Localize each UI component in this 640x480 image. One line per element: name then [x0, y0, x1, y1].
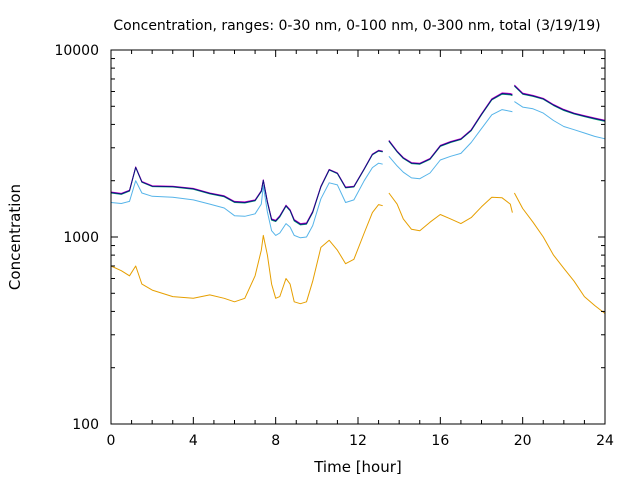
chart-title: Concentration, ranges: 0-30 nm, 0-100 nm…	[113, 18, 600, 34]
x-axis-label: Time [hour]	[313, 458, 402, 476]
x-tick-label: 0	[107, 433, 116, 449]
series-4-line	[110, 150, 383, 225]
x-tick-label: 4	[189, 433, 198, 449]
series-1-line	[110, 162, 383, 239]
series-1-line	[388, 109, 513, 180]
y-axis-label: Concentration	[6, 184, 24, 290]
x-tick-label: 16	[431, 433, 449, 449]
series-2-line	[388, 93, 513, 165]
series-3-line	[388, 92, 513, 164]
x-tick-label: 24	[596, 433, 614, 449]
x-tick-label: 20	[514, 433, 532, 449]
x-tick-label: 8	[271, 433, 280, 449]
series-0-line	[388, 192, 513, 232]
series-0-line	[110, 204, 383, 305]
plot-frame	[110, 49, 606, 425]
x-tick-label: 12	[349, 433, 367, 449]
series-3-line	[514, 84, 606, 121]
series-4-line	[388, 93, 513, 165]
y-tick-label: 10000	[54, 43, 99, 59]
y-tick-label: 100	[72, 417, 99, 433]
series-0-line	[513, 192, 606, 314]
series-4-line	[514, 85, 606, 122]
series-2-line	[514, 85, 606, 122]
axis-ticks: 0 4 8 12 16 20 24 100 1000 10000	[54, 43, 614, 449]
series-2-line	[110, 150, 383, 226]
plot-area	[110, 84, 606, 314]
y-tick-label: 1000	[63, 230, 99, 246]
series-1-line	[514, 101, 606, 140]
